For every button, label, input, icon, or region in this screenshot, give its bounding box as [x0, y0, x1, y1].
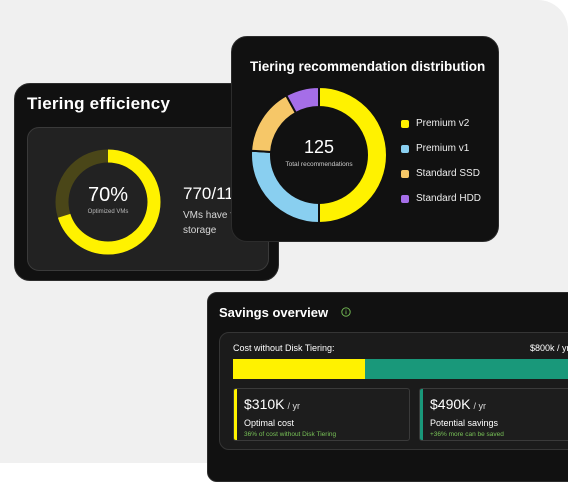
- recommendation-donut: [250, 85, 388, 225]
- optimized-vms-donut: [55, 149, 161, 255]
- savings-panel: Cost without Disk Tiering: $800k / yr $3…: [219, 332, 568, 450]
- potential-savings-segment: [364, 359, 568, 379]
- potential-savings-unit: / yr: [473, 401, 486, 411]
- cost-without-tiering-label: Cost without Disk Tiering:: [233, 343, 335, 353]
- legend-label: Premium v1: [416, 143, 470, 154]
- optimal-cost-unit: / yr: [287, 401, 300, 411]
- optimized-description: VMs have tier optimized storage: [183, 210, 268, 236]
- total-recommendations-value: 125: [303, 137, 335, 157]
- optimized-percentage: 70%: [87, 184, 129, 206]
- legend-item-premium-v1[interactable]: Premium v1: [401, 136, 481, 161]
- potential-savings-box: $490K / yr Potential savings +36% more ca…: [419, 388, 568, 441]
- optimized-label: Optimized VMs: [87, 209, 129, 215]
- potential-accent: [420, 389, 423, 440]
- donut-optimized-arc: [55, 149, 161, 255]
- legend-label: Standard HDD: [416, 193, 482, 204]
- legend-item-standard-ssd[interactable]: Standard SSD: [401, 161, 481, 186]
- legend-item-premium-v2[interactable]: Premium v2: [401, 111, 481, 136]
- optimal-cost-value: $310K: [244, 396, 285, 412]
- legend-label: Standard SSD: [416, 168, 480, 179]
- cost-split-bar: [233, 359, 568, 379]
- optimal-accent: [234, 389, 237, 440]
- potential-savings-amount: $490K / yr: [430, 396, 486, 412]
- legend-swatch: [401, 194, 409, 203]
- total-recommendations-label: Total recommendations: [285, 161, 353, 168]
- legend-swatch: [401, 119, 409, 128]
- tiering-efficiency-title: Tiering efficiency: [27, 94, 171, 113]
- optimal-cost-subtext: 36% of cost without Disk Tiering: [244, 431, 337, 438]
- savings-overview-card: Savings overview Cost without Disk Tieri…: [207, 292, 568, 482]
- legend-swatch: [401, 144, 409, 153]
- optimal-cost-label: Optimal cost: [244, 418, 295, 428]
- info-circle-icon[interactable]: [341, 307, 351, 317]
- donut-segment-premium-v2[interactable]: [318, 85, 388, 225]
- distribution-title: Tiering recommendation distribution: [250, 59, 486, 74]
- optimal-cost-box: $310K / yr Optimal cost 36% of cost witho…: [233, 388, 410, 441]
- distribution-legend: Premium v2 Premium v1 Standard SSD Stand…: [401, 111, 481, 211]
- potential-savings-label: Potential savings: [430, 418, 499, 428]
- optimal-cost-segment: [233, 359, 365, 379]
- recommendation-distribution-card: Tiering recommendation distribution 125 …: [231, 36, 499, 242]
- legend-label: Premium v2: [416, 118, 470, 129]
- cost-without-tiering-value: $800k / yr: [530, 343, 568, 353]
- donut-segment-standard-hdd[interactable]: [284, 85, 320, 115]
- optimal-cost-amount: $310K / yr: [244, 396, 300, 412]
- savings-overview-title: Savings overview: [219, 305, 329, 320]
- legend-swatch: [401, 169, 409, 178]
- legend-item-standard-hdd[interactable]: Standard HDD: [401, 186, 481, 211]
- potential-savings-subtext: +36% more can be saved: [430, 431, 504, 438]
- potential-savings-value: $490K: [430, 396, 471, 412]
